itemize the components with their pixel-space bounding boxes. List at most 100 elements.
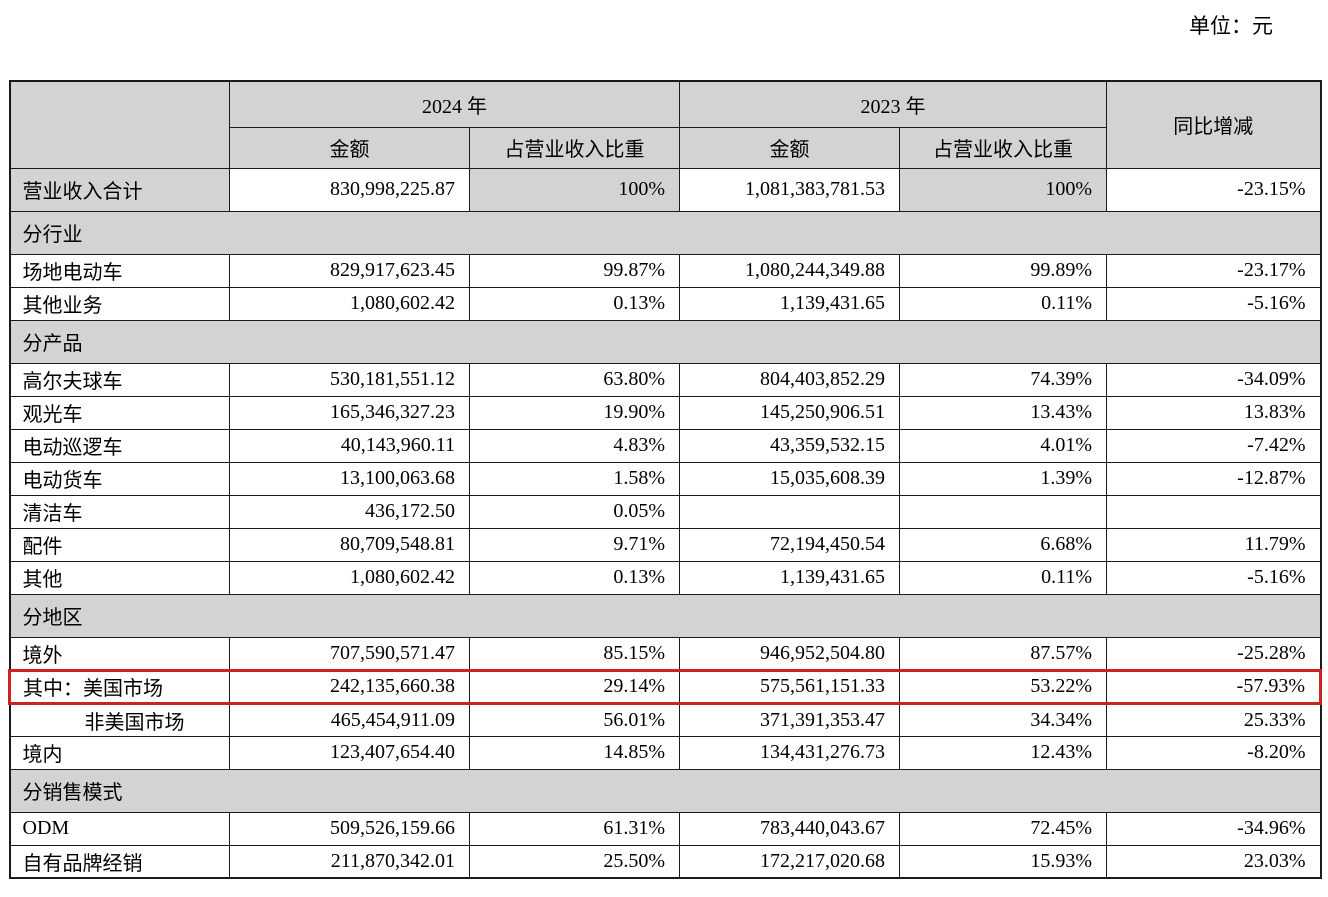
cell-yoy: -23.17%: [1106, 253, 1321, 288]
cell-share-2024: 85.15%: [469, 636, 680, 671]
cell-amount-2023: 15,035,608.39: [679, 461, 900, 496]
row-label: 自有品牌经销: [9, 844, 230, 879]
cell-share-2024: 100%: [469, 167, 680, 212]
cell-yoy: -25.28%: [1106, 636, 1321, 671]
cell-amount-2024: 80,709,548.81: [229, 527, 470, 562]
table-row-us-market-highlighted: 其中：美国市场 242,135,660.38 29.14% 575,561,15…: [8, 668, 1322, 705]
revenue-table: 2024 年 2023 年 同比增减 金额 占营业收入比重 金额 占营业收入比重…: [8, 80, 1322, 879]
table-row-total: 营业收入合计 830,998,225.87 100% 1,081,383,781…: [9, 167, 1321, 212]
row-label: 其他业务: [9, 286, 230, 321]
cell-yoy: -5.16%: [1106, 286, 1321, 321]
table-row: ODM 509,526,159.66 61.31% 783,440,043.67…: [9, 811, 1321, 846]
cell-amount-2024: 1,080,602.42: [229, 286, 470, 321]
row-label: ODM: [9, 811, 230, 846]
unit-label: 单位：元: [1189, 14, 1273, 38]
row-label: 场地电动车: [9, 253, 230, 288]
cell-amount-2024: 436,172.50: [229, 494, 470, 529]
cell-yoy: -7.42%: [1106, 428, 1321, 463]
row-label: 电动货车: [9, 461, 230, 496]
cell-share-2023: 15.93%: [899, 844, 1107, 879]
table-row: 观光车 165,346,327.23 19.90% 145,250,906.51…: [9, 395, 1321, 430]
header-share-2023: 占营业收入比重: [899, 126, 1107, 169]
cell-amount-2023: 134,431,276.73: [679, 735, 900, 770]
cell-amount-2023: 804,403,852.29: [679, 362, 900, 397]
header-yoy: 同比增减: [1106, 80, 1321, 169]
row-label: 境内: [9, 735, 230, 770]
cell-amount-2024: 211,870,342.01: [229, 844, 470, 879]
cell-yoy: -5.16%: [1106, 560, 1321, 595]
header-amount-2024: 金额: [229, 126, 470, 169]
cell-amount-2023: 72,194,450.54: [679, 527, 900, 562]
cell-yoy: -23.15%: [1106, 167, 1321, 212]
cell-share-2024: 9.71%: [469, 527, 680, 562]
cell-share-2024: 19.90%: [469, 395, 680, 430]
row-label: 电动巡逻车: [9, 428, 230, 463]
table-row: 自有品牌经销 211,870,342.01 25.50% 172,217,020…: [9, 844, 1321, 879]
cell-share-2023: 1.39%: [899, 461, 1107, 496]
cell-share-2023: 74.39%: [899, 362, 1107, 397]
cell-amount-2024: 509,526,159.66: [229, 811, 470, 846]
table-row: 清洁车 436,172.50 0.05%: [9, 494, 1321, 529]
cell-amount-2024: 13,100,063.68: [229, 461, 470, 496]
table-row: 境外 707,590,571.47 85.15% 946,952,504.80 …: [9, 636, 1321, 671]
cell-amount-2024: 165,346,327.23: [229, 395, 470, 430]
cell-yoy: -8.20%: [1106, 735, 1321, 770]
cell-share-2023: [899, 494, 1107, 529]
cell-share-2023: 4.01%: [899, 428, 1107, 463]
section-row-sales-model: 分销售模式: [9, 768, 1321, 813]
cell-share-2024: 25.50%: [469, 844, 680, 879]
header-amount-2023: 金额: [679, 126, 900, 169]
cell-share-2023: 0.11%: [899, 286, 1107, 321]
section-label: 分销售模式: [9, 768, 1321, 813]
header-year-row: 2024 年 2023 年 同比增减: [9, 80, 1321, 169]
cell-yoy: [1106, 494, 1321, 529]
cell-amount-2024: 829,917,623.45: [229, 253, 470, 288]
cell-share-2024: 63.80%: [469, 362, 680, 397]
cell-amount-2023: 172,217,020.68: [679, 844, 900, 879]
section-row-product: 分产品: [9, 319, 1321, 364]
header-year-2023: 2023 年: [679, 80, 1107, 128]
row-label: 配件: [9, 527, 230, 562]
cell-amount-2024: 242,135,660.38: [229, 668, 470, 705]
cell-share-2024: 0.13%: [469, 560, 680, 595]
section-row-region: 分地区: [9, 593, 1321, 638]
cell-amount-2023: 1,081,383,781.53: [679, 167, 900, 212]
cell-share-2023: 72.45%: [899, 811, 1107, 846]
cell-share-2024: 14.85%: [469, 735, 680, 770]
row-label: 其他: [9, 560, 230, 595]
header-subrow: 金额 占营业收入比重 金额 占营业收入比重: [10, 126, 1321, 169]
row-label: 清洁车: [9, 494, 230, 529]
cell-share-2023: 100%: [899, 167, 1107, 212]
cell-amount-2023: 1,139,431.65: [679, 286, 900, 321]
cell-share-2023: 12.43%: [899, 735, 1107, 770]
table-row: 其他业务 1,080,602.42 0.13% 1,139,431.65 0.1…: [9, 286, 1321, 321]
cell-amount-2023: [679, 494, 900, 529]
row-label: 境外: [9, 636, 230, 671]
row-label: 非美国市场: [9, 702, 230, 737]
section-label: 分行业: [9, 210, 1321, 255]
cell-share-2024: 4.83%: [469, 428, 680, 463]
cell-share-2024: 56.01%: [469, 702, 680, 737]
section-label: 分产品: [9, 319, 1321, 364]
corner-cell: [9, 80, 230, 169]
cell-amount-2023: 145,250,906.51: [679, 395, 900, 430]
table-row: 场地电动车 829,917,623.45 99.87% 1,080,244,34…: [9, 253, 1321, 288]
table-row: 非美国市场 465,454,911.09 56.01% 371,391,353.…: [9, 702, 1321, 737]
cell-share-2023: 87.57%: [899, 636, 1107, 671]
header-year-2024: 2024 年: [229, 80, 680, 128]
cell-amount-2024: 40,143,960.11: [229, 428, 470, 463]
cell-share-2024: 0.05%: [469, 494, 680, 529]
cell-amount-2024: 465,454,911.09: [229, 702, 470, 737]
row-label: 高尔夫球车: [9, 362, 230, 397]
cell-amount-2024: 530,181,551.12: [229, 362, 470, 397]
cell-yoy: -34.09%: [1106, 362, 1321, 397]
cell-share-2024: 0.13%: [469, 286, 680, 321]
cell-share-2024: 99.87%: [469, 253, 680, 288]
header-share-2024: 占营业收入比重: [469, 126, 680, 169]
row-label: 营业收入合计: [9, 167, 230, 212]
cell-amount-2024: 1,080,602.42: [229, 560, 470, 595]
row-label: 观光车: [9, 395, 230, 430]
table-row: 其他 1,080,602.42 0.13% 1,139,431.65 0.11%…: [9, 560, 1321, 595]
cell-amount-2023: 43,359,532.15: [679, 428, 900, 463]
